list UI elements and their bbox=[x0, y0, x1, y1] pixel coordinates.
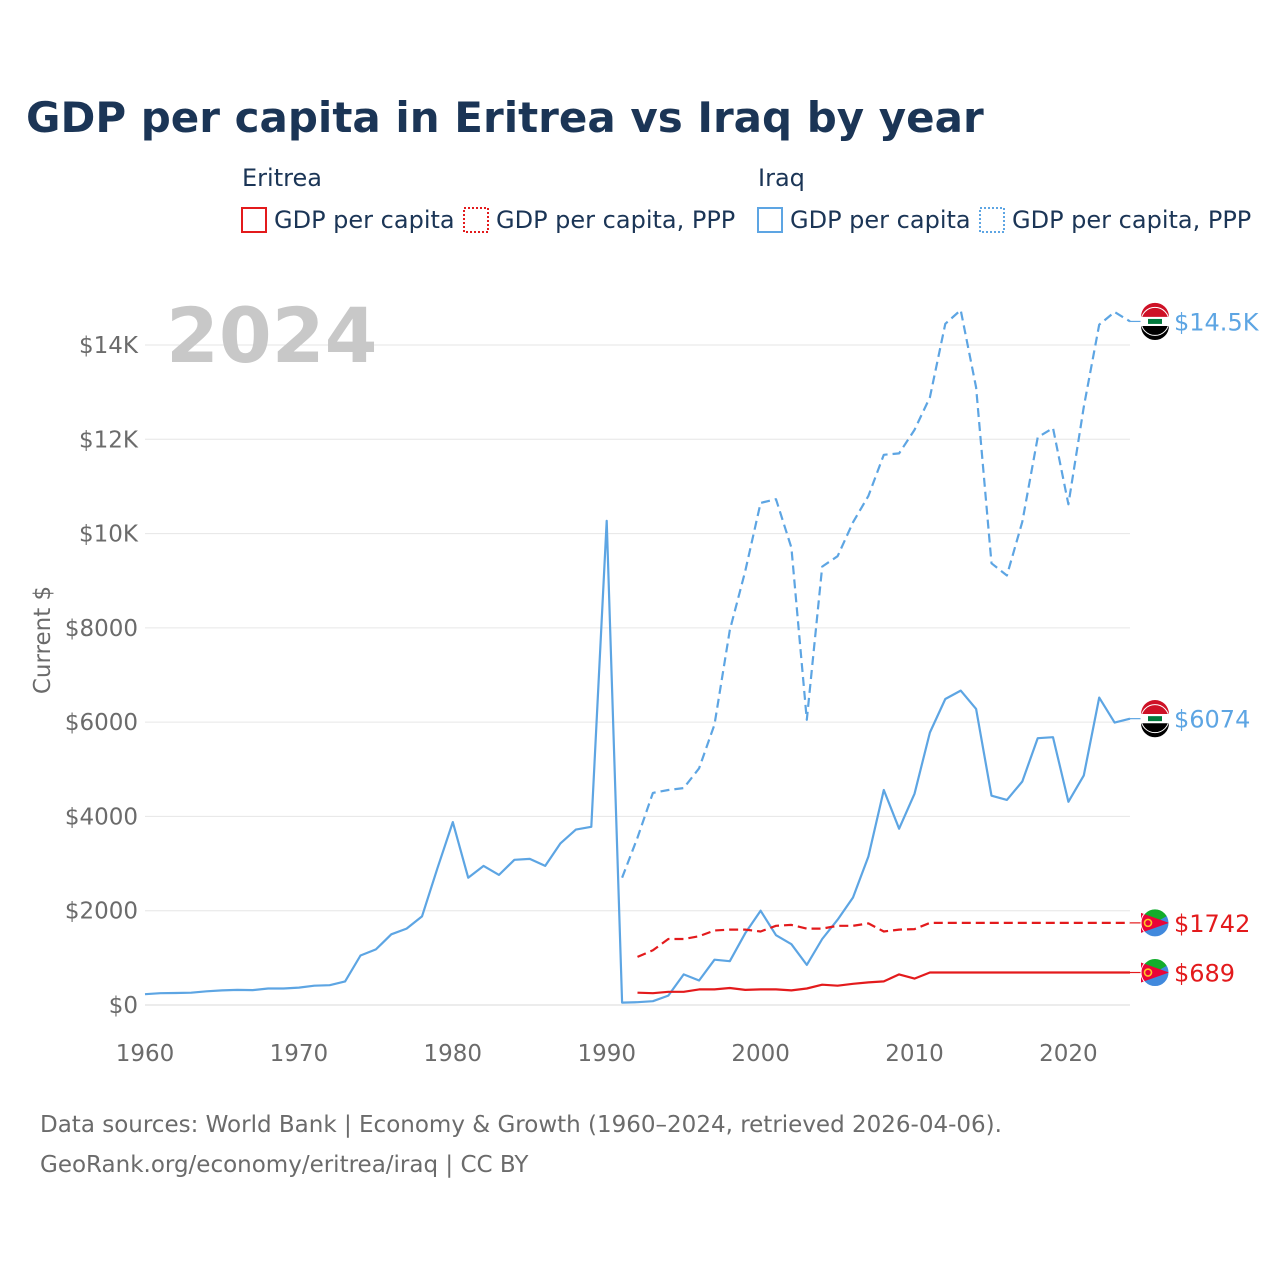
x-tick-label: 2020 bbox=[1039, 1041, 1098, 1067]
flag-border bbox=[1140, 704, 1170, 734]
legend: Eritrea GDP per capita GDP per capita, PPP… bbox=[241, 164, 1251, 234]
x-axis: 1960 1970 1980 1990 2000 2010 2020 bbox=[116, 1041, 1098, 1067]
y-tick-label: $6000 bbox=[65, 710, 138, 736]
flag-red-triangle bbox=[1141, 962, 1169, 983]
iraq-flag-icon bbox=[1140, 302, 1170, 341]
iraq-gdp-ppp-line bbox=[621, 309, 1131, 879]
flag-emblem bbox=[1143, 968, 1153, 977]
legend-swatch-iraq-gdp-ppp bbox=[979, 207, 1005, 233]
legend-label-eritrea-gdp-ppp: GDP per capita, PPP bbox=[496, 206, 735, 234]
series-lines bbox=[144, 309, 1131, 1004]
flag-script bbox=[1148, 318, 1162, 324]
eritrea-gdp-ppp-line bbox=[637, 921, 1130, 958]
iraq-gdp-line bbox=[144, 519, 1131, 1004]
flag-emblem bbox=[1143, 918, 1153, 928]
y-tick-label: $14K bbox=[79, 333, 139, 359]
eritrea-flag-icon bbox=[1140, 958, 1170, 988]
flag-border bbox=[1140, 306, 1170, 336]
flag-border bbox=[1140, 958, 1170, 988]
footer-credit: GeoRank.org/economy/eritrea/iraq | CC BY bbox=[40, 1152, 529, 1178]
flag-script bbox=[1148, 716, 1162, 722]
end-value-label: $14.5K bbox=[1174, 308, 1260, 336]
y-tick-label: $2000 bbox=[65, 899, 138, 925]
y-axis-title: Current $ bbox=[30, 586, 56, 694]
x-tick-label: 1960 bbox=[116, 1041, 175, 1067]
end-value-label: $689 bbox=[1174, 960, 1235, 988]
legend-swatch-iraq-gdp bbox=[757, 207, 783, 233]
iraq-flag-icon bbox=[1140, 700, 1170, 738]
flag-red-band bbox=[1141, 302, 1169, 317]
x-tick-label: 1970 bbox=[270, 1041, 329, 1067]
legend-group-eritrea: Eritrea bbox=[242, 164, 322, 192]
flag-border bbox=[1140, 908, 1170, 938]
x-tick-label: 1990 bbox=[577, 1041, 636, 1067]
flag-red-band bbox=[1141, 700, 1169, 715]
y-tick-label: $8000 bbox=[65, 616, 138, 642]
y-tick-label: $10K bbox=[79, 522, 139, 548]
flag-black-band bbox=[1141, 326, 1169, 341]
y-tick-label: $0 bbox=[109, 993, 138, 1019]
legend-label-eritrea-gdp: GDP per capita bbox=[274, 206, 455, 234]
legend-swatch-eritrea-gdp-ppp bbox=[463, 207, 489, 233]
footer-source: Data sources: World Bank | Economy & Gro… bbox=[40, 1112, 1002, 1138]
x-tick-label: 1980 bbox=[424, 1041, 483, 1067]
eritrea-flag-icon bbox=[1140, 908, 1170, 938]
y-axis: $0 $2000 $4000 $6000 $8000 $10K $12K $14K bbox=[65, 333, 139, 1019]
year-label: 2024 bbox=[166, 291, 378, 380]
legend-label-iraq-gdp: GDP per capita bbox=[790, 206, 971, 234]
legend-label-iraq-gdp-ppp: GDP per capita, PPP bbox=[1012, 206, 1251, 234]
end-value-label: $1742 bbox=[1174, 910, 1250, 938]
x-tick-label: 2010 bbox=[885, 1041, 944, 1067]
y-tick-label: $12K bbox=[79, 427, 139, 453]
legend-group-iraq: Iraq bbox=[758, 164, 805, 192]
eritrea-gdp-line bbox=[637, 971, 1130, 995]
legend-swatch-eritrea-gdp bbox=[241, 207, 267, 233]
end-value-label: $6074 bbox=[1174, 706, 1250, 734]
x-tick-label: 2000 bbox=[731, 1041, 790, 1067]
flag-red-triangle bbox=[1141, 912, 1169, 933]
flag-black-band bbox=[1141, 723, 1169, 738]
grid bbox=[145, 344, 1130, 1006]
chart-title: GDP per capita in Eritrea vs Iraq by yea… bbox=[26, 93, 984, 142]
y-tick-label: $4000 bbox=[65, 804, 138, 830]
end-markers: $6074 $14.5K $689 $1742 bbox=[1130, 302, 1260, 988]
